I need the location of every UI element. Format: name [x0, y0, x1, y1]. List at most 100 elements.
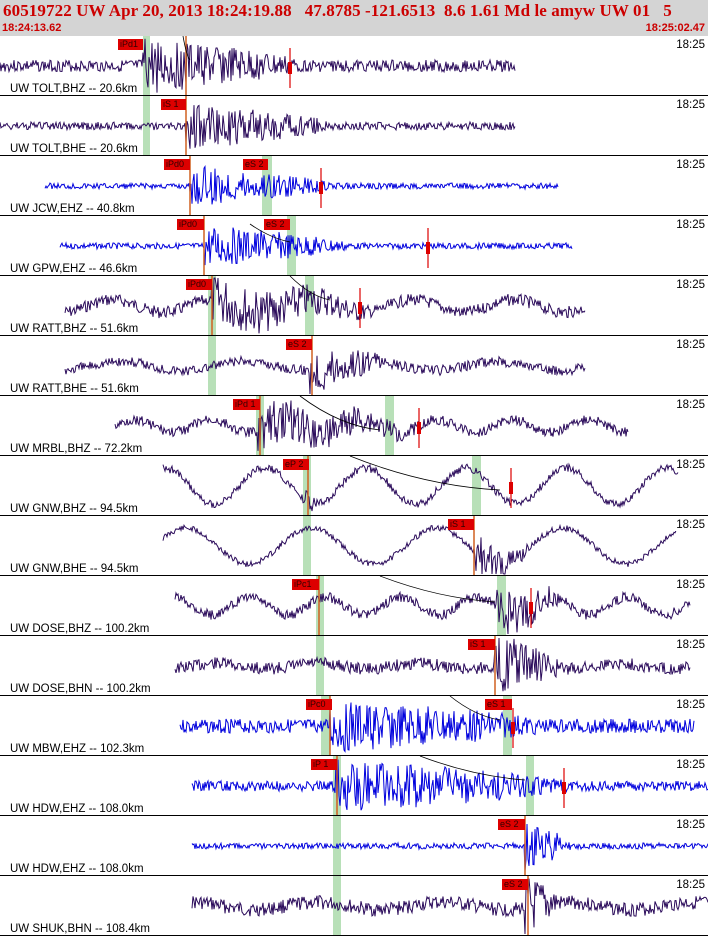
time-tick-label: 18:25 [675, 99, 706, 111]
channel-label: UW DOSE,BHN -- 100.2km [10, 683, 151, 695]
channel-label: UW TOLT,BHZ -- 20.6km [10, 83, 138, 95]
waveform-trace [0, 38, 516, 93]
channel-label: UW GPW,EHZ -- 46.6km [10, 263, 138, 275]
phase-pick-flag[interactable]: eS 1 [485, 699, 512, 710]
phase-window [303, 516, 311, 576]
waveform-trace [44, 164, 559, 205]
travel-time-curve [349, 455, 501, 491]
channel-label: UW HDW,EHZ -- 108.0km [10, 863, 144, 875]
time-tick-label: 18:25 [675, 759, 706, 771]
seismogram-canvas[interactable] [0, 36, 708, 938]
phase-pick-flag[interactable]: iPc0 [306, 699, 332, 710]
time-tick-label: 18:25 [675, 879, 706, 891]
time-tick-label: 18:25 [675, 519, 706, 531]
channel-label: UW RATT,BHE -- 51.6km [10, 383, 139, 395]
coda-mark [529, 602, 533, 614]
trace-panel[interactable]: UW GNW,BHE -- 94.5km 18:25 iS 1 [0, 516, 708, 576]
trace-panel[interactable]: UW GNW,BHZ -- 94.5km 18:25 eP 2 [0, 456, 708, 516]
trace-panel[interactable]: UW JCW,EHZ -- 40.8km 18:25 iPd0 eS 2 [0, 156, 708, 216]
trace-panel[interactable]: UW MRBL,BHZ -- 72.2km 18:25 iPd 1 [0, 396, 708, 456]
phase-window [472, 456, 481, 516]
phase-pick-flag[interactable]: iS 1 [448, 519, 474, 530]
trace-panel[interactable]: UW GPW,EHZ -- 46.6km 18:25 iPd0 eS 2 [0, 216, 708, 276]
phase-pick-flag[interactable]: iPd0 [186, 279, 212, 290]
waveform-trace [64, 350, 586, 395]
time-tick-label: 18:25 [675, 459, 706, 471]
waveform-trace [179, 702, 695, 753]
time-tick-label: 18:25 [675, 579, 706, 591]
phase-window [143, 36, 150, 96]
waveform-trace [191, 878, 708, 935]
trace-panel[interactable]: UW HDW,EHZ -- 108.0km 18:25 iP 1 [0, 756, 708, 816]
phase-pick-flag[interactable]: eP 2 [283, 459, 309, 470]
phase-pick-flag[interactable]: iS 1 [161, 99, 186, 110]
waveform-trace [64, 277, 586, 334]
event-header: 60519722 UW Apr 20, 2013 18:24:19.88 47.… [0, 0, 708, 36]
waveform-trace [162, 462, 679, 512]
travel-time-curve [419, 755, 526, 781]
trace-panel[interactable]: UW HDW,EHZ -- 108.0km 18:25 eS 2 [0, 816, 708, 876]
trace-panel[interactable]: UW SHUK,BHN -- 108.4km 18:25 eS 2 [0, 876, 708, 936]
waveform-trace [191, 759, 708, 811]
travel-time-curve [289, 275, 331, 301]
waveform-trace [191, 823, 708, 872]
phase-pick-flag[interactable]: eS 2 [243, 159, 268, 170]
phase-pick-flag[interactable]: eS 2 [286, 339, 312, 350]
coda-mark [426, 242, 430, 254]
time-tick-label: 18:25 [675, 159, 706, 171]
travel-time-curve [249, 223, 291, 243]
window-end-time: 18:25:02.47 [645, 22, 705, 34]
phase-window [303, 456, 311, 516]
waveform-trace [59, 227, 573, 266]
travel-time-curve [182, 36, 191, 61]
channel-label: UW MRBL,BHZ -- 72.2km [10, 443, 143, 455]
time-tick-label: 18:25 [675, 279, 706, 291]
time-tick-label: 18:25 [675, 219, 706, 231]
channel-label: UW GNW,BHE -- 94.5km [10, 563, 139, 575]
phase-pick-flag[interactable]: eS 2 [264, 219, 290, 230]
time-tick-label: 18:25 [675, 819, 706, 831]
waveform-trace [174, 586, 691, 635]
phase-pick-flag[interactable]: eS 2 [498, 819, 525, 830]
trace-panel[interactable]: UW RATT,BHE -- 51.6km 18:25 eS 2 [0, 336, 708, 396]
channel-label: UW SHUK,BHN -- 108.4km [10, 923, 150, 935]
phase-pick-flag[interactable]: eS 2 [502, 879, 528, 890]
travel-time-curve [379, 575, 496, 603]
phase-pick-flag[interactable]: iPd0 [177, 219, 204, 230]
trace-panel[interactable]: UW DOSE,BHZ -- 100.2km 18:25 iPc1 [0, 576, 708, 636]
coda-mark [319, 182, 323, 194]
time-tick-label: 18:25 [675, 699, 706, 711]
coda-mark [288, 62, 292, 74]
time-tick-label: 18:25 [675, 399, 706, 411]
channel-label: UW DOSE,BHZ -- 100.2km [10, 623, 150, 635]
time-tick-label: 18:25 [675, 339, 706, 351]
waveform-trace [174, 637, 691, 692]
phase-pick-flag[interactable]: iPc1 [292, 579, 319, 590]
phase-pick-flag[interactable]: iPd1 [118, 39, 143, 50]
coda-mark [562, 782, 566, 794]
phase-window [316, 576, 324, 636]
phase-pick-flag[interactable]: iPd 1 [233, 399, 260, 410]
coda-mark [509, 482, 513, 494]
trace-panel[interactable]: UW TOLT,BHE -- 20.6km 18:25 iS 1 [0, 96, 708, 156]
channel-label: UW JCW,EHZ -- 40.8km [10, 203, 135, 215]
phase-window [287, 216, 296, 276]
phase-pick-flag[interactable]: iP 1 [311, 759, 337, 770]
trace-panel[interactable]: UW DOSE,BHN -- 100.2km 18:25 iS 1 [0, 636, 708, 696]
time-tick-label: 18:25 [675, 39, 706, 51]
time-tick-label: 18:25 [675, 639, 706, 651]
phase-window [316, 636, 324, 696]
event-summary-title: 60519722 UW Apr 20, 2013 18:24:19.88 47.… [3, 1, 672, 20]
waveform-trace [114, 400, 629, 451]
waveform-trace [162, 523, 679, 575]
coda-mark [511, 722, 515, 734]
trace-panel[interactable]: UW RATT,BHZ -- 51.6km 18:25 iPd0 [0, 276, 708, 336]
trace-panel[interactable]: UW MBW,EHZ -- 102.3km 18:25 iPc0 eS 1 [0, 696, 708, 756]
phase-window [503, 696, 512, 756]
window-start-time: 18:24:13.62 [2, 22, 62, 34]
trace-panel[interactable]: UW TOLT,BHZ -- 20.6km 18:25 iPd1 [0, 36, 708, 96]
phase-pick-flag[interactable]: iPd0 [164, 159, 190, 170]
phase-window [305, 276, 314, 336]
coda-mark [358, 302, 362, 314]
phase-pick-flag[interactable]: iS 1 [468, 639, 495, 650]
